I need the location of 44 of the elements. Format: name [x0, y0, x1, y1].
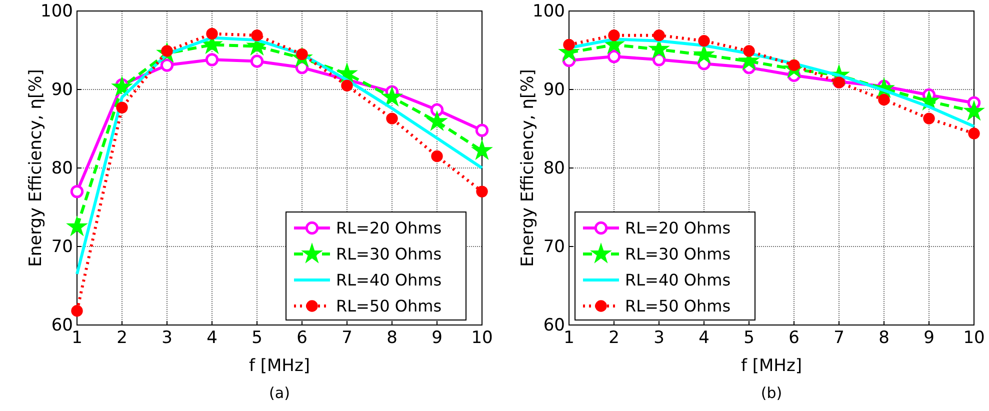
legend-label: RL=50 Ohms [625, 296, 731, 316]
x-tick-label: 1 [72, 328, 82, 348]
x-tick-label: 8 [878, 328, 890, 348]
x-tick-label: 3 [654, 328, 664, 348]
y-tick-label: 60 [543, 315, 565, 336]
x-tick-label: 9 [924, 328, 934, 348]
x-tick-label: 2 [608, 328, 620, 348]
x-tick-label: 10 [471, 328, 493, 348]
legend-label: RL=40 Ohms [625, 270, 731, 290]
y-axis-title: Energy Efficiency, η[%] [518, 69, 538, 267]
x-tick-label: 4 [206, 328, 218, 348]
legend-label: RL=20 Ohms [336, 218, 442, 238]
y-tick-label: 90 [543, 80, 565, 100]
text: (b) [760, 384, 782, 402]
x-tick-label: 10 [963, 328, 985, 348]
y-tick-label: 70 [51, 236, 73, 257]
x-tick-label: 3 [162, 328, 172, 348]
legend-label: RL=30 Ohms [336, 244, 442, 264]
y-tick-label: 60 [51, 315, 73, 336]
x-tick-label: 1 [564, 328, 574, 348]
legend-label: RL=40 Ohms [336, 270, 442, 290]
x-axis-title: f [MHz] [740, 356, 802, 376]
x-tick-label: 7 [342, 328, 352, 348]
x-tick-label: 8 [386, 328, 398, 348]
x-tick-label: 7 [834, 328, 844, 348]
y-tick-label: 80 [543, 158, 565, 178]
y-tick-label: 100 [532, 1, 565, 22]
x-tick-label: 6 [296, 328, 308, 348]
legend-label: RL=20 Ohms [625, 218, 731, 238]
x-tick-label: 4 [698, 328, 710, 348]
legend-label: RL=30 Ohms [625, 244, 731, 264]
x-axis-title: f [MHz] [248, 356, 310, 376]
y-axis-title: Energy Efficiency, η[%] [26, 69, 46, 267]
x-tick-label: 6 [788, 328, 800, 348]
x-tick-label: 5 [744, 328, 754, 348]
x-tick-label: 9 [432, 328, 442, 348]
legend-label: RL=50 Ohms [336, 296, 442, 316]
text: (a) [269, 384, 290, 402]
y-tick-label: 80 [51, 158, 73, 178]
x-tick-label: 2 [116, 328, 128, 348]
y-tick-label: 70 [543, 236, 565, 257]
x-tick-label: 5 [252, 328, 262, 348]
y-tick-label: 90 [51, 80, 73, 100]
y-tick-label: 100 [40, 1, 73, 22]
